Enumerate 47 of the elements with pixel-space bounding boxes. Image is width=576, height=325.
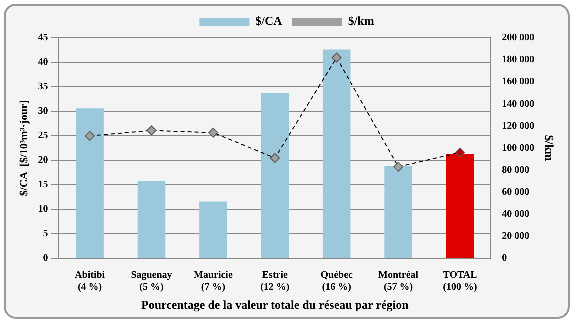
y-tick-label: 5 [43,228,48,240]
bar [261,93,290,258]
point [146,126,157,136]
point [394,162,404,172]
x-tick-label: Estrie (12 %) [260,270,290,294]
bar [76,108,104,258]
point [332,52,342,63]
legend-label: $/km [348,14,374,28]
y-tick-label: 45 [38,32,48,44]
legend-label: $/CA [256,14,283,28]
point [85,131,96,142]
x-tick-label: TOTAL (100 %) [443,270,478,294]
y2-tick-label: 60 000 [502,187,530,198]
y-tick-label: 30 [38,106,48,118]
y2-tick-label: 40 000 [502,209,530,220]
bar [446,154,474,258]
y2-tick-label: 100 000 [502,142,535,154]
point [208,128,218,138]
point [270,153,280,164]
y2-tick-label: 160 000 [502,76,535,88]
y-tick-label: 10 [38,204,48,216]
bar [322,50,351,258]
y-tick-label: 15 [38,180,48,191]
bar [138,181,166,258]
y2-tick-label: 140 000 [502,98,535,110]
x-axis-title: Pourcentage de la valeur totale du réseau par région [141,298,410,312]
y-tick-label: 35 [38,82,48,93]
y2-tick-label: 180 000 [502,54,535,66]
y-tick-label: 0 [43,253,48,264]
y2-tick-label: 200 000 [502,32,535,44]
y-tick-label: 40 [38,57,48,68]
y2-tick-label: 20 000 [502,231,530,242]
x-tick-label: Québec (16 %) [320,270,354,294]
bar [384,166,412,258]
y-tick-label: 20 [38,155,48,166]
y2-tick-label: 80 000 [502,164,530,176]
y2-tick-label: 0 [502,253,508,264]
y-tick-label: 25 [38,130,48,142]
x-tick-label: Abitibi (4 %) [75,270,106,294]
x-tick-label: Saguenay (5 %) [131,270,172,294]
x-tick-label: Mauricie (7 %) [194,270,234,294]
y2-tick-label: 120 000 [502,120,535,132]
point [455,148,466,158]
bar [200,202,228,258]
y-axis-title: $/CA [$/10³m³·jour] [18,100,30,196]
x-tick-label: Montréal (57 %) [378,270,419,294]
y2-axis-title: $/km [542,135,557,162]
